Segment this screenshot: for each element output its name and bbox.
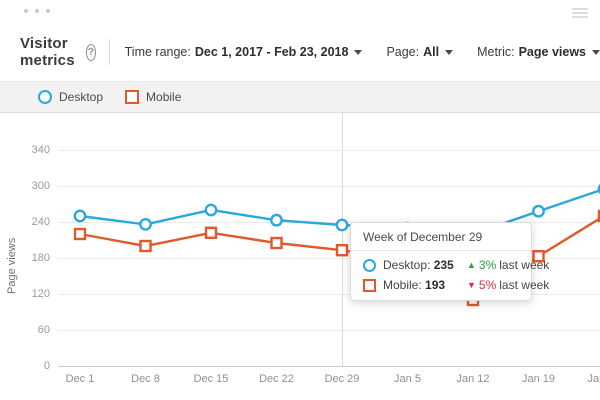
legend-label: Desktop	[59, 90, 104, 104]
page-title: Visitor metrics	[20, 35, 75, 69]
trend-up-icon: ▲	[467, 259, 476, 270]
data-point-mobile[interactable]	[270, 236, 283, 250]
tooltip-row: Mobile: 193 ▼ 5% last week	[363, 278, 549, 292]
chevron-down-icon	[592, 50, 600, 55]
data-point-desktop[interactable]	[270, 213, 283, 227]
data-point-desktop[interactable]	[73, 209, 87, 223]
filter-value: Page views	[518, 45, 586, 59]
y-tick-label: 300	[31, 180, 50, 192]
tooltip-square-icon	[363, 278, 376, 292]
desktop-circle-icon	[38, 90, 52, 104]
data-point-desktop[interactable]	[139, 217, 152, 231]
y-tick-label: 60	[37, 324, 50, 336]
filter-label: Page:	[386, 45, 420, 59]
hamburger-menu-icon[interactable]	[572, 8, 588, 18]
x-tick-label: Dec 1	[65, 373, 95, 385]
legend-label: Mobile	[146, 90, 182, 104]
chevron-down-icon	[354, 50, 363, 55]
time-range-dropdown[interactable]: Time range: Dec 1, 2017 - Feb 23, 2018	[125, 45, 363, 59]
chart-legend: Desktop Mobile	[0, 81, 600, 113]
dot-icon	[46, 9, 50, 13]
trend-period: last week	[499, 278, 550, 292]
tooltip-series-value: Mobile: 193	[383, 278, 446, 292]
trend-percent: 5%	[478, 278, 497, 292]
x-tick-label: Jan 19	[521, 373, 556, 385]
y-tick-label: 120	[31, 288, 50, 300]
header-divider	[109, 39, 110, 65]
filter-label: Metric:	[477, 45, 515, 59]
data-point-desktop[interactable]	[204, 203, 218, 217]
chart-tooltip: Week of December 29 Desktop: 235 ▲ 3% last …	[350, 222, 549, 301]
x-tick-label: Dec 15	[193, 373, 229, 385]
tooltip-trend: ▲ 3% last week	[467, 258, 549, 272]
y-tick-label: 0	[43, 360, 50, 372]
y-tick-label: 180	[31, 252, 50, 264]
filter-bar: Time range: Dec 1, 2017 - Feb 23, 2018 P…	[125, 45, 600, 59]
tooltip-trend: ▼ 5% last week	[467, 278, 549, 292]
x-tick-label: Dec 8	[131, 373, 160, 385]
tooltip-title: Week of December 29	[351, 223, 531, 251]
gridline	[58, 366, 600, 367]
gridline	[58, 330, 600, 331]
trend-down-icon: ▼	[467, 279, 476, 290]
x-tick-label: Dec 22	[259, 373, 294, 385]
data-point-mobile[interactable]	[204, 226, 218, 240]
filter-label: Time range:	[124, 45, 191, 59]
data-point-mobile[interactable]	[139, 239, 152, 253]
tooltip-circle-icon	[363, 258, 376, 272]
dot-icon	[35, 9, 39, 13]
tooltip-series-value: Desktop: 235	[383, 258, 454, 272]
x-tick-label: Jan 26	[587, 373, 600, 385]
y-tick-label: 240	[31, 216, 50, 228]
window-dots-icon	[24, 9, 50, 13]
x-tick-label: Jan 5	[394, 373, 421, 385]
x-tick-label: Jan 12	[456, 373, 490, 385]
gridline	[58, 150, 600, 151]
x-tick-label: Dec 29	[324, 373, 360, 385]
filter-value: Dec 1, 2017 - Feb 23, 2018	[194, 45, 349, 59]
gridline	[58, 186, 600, 187]
window-topbar	[0, 0, 600, 26]
data-point-mobile[interactable]	[73, 227, 87, 241]
help-icon[interactable]: ?	[85, 43, 97, 61]
legend-item-mobile[interactable]: Mobile	[125, 90, 181, 104]
chevron-down-icon	[445, 50, 454, 55]
tooltip-body: Desktop: 235 ▲ 3% last week Mobile: 193 ▼ 5% la…	[351, 251, 549, 300]
filter-value: All	[423, 45, 440, 59]
tooltip-row: Desktop: 235 ▲ 3% last week	[363, 258, 549, 272]
trend-percent: 3%	[478, 258, 497, 272]
trend-period: last week	[499, 258, 550, 272]
report-header: Visitor metrics ? Time range: Dec 1, 201…	[0, 30, 600, 74]
metric-dropdown[interactable]: Metric: Page views	[477, 45, 600, 59]
legend-item-desktop[interactable]: Desktop	[38, 90, 103, 104]
dot-icon	[24, 9, 28, 13]
data-point-desktop[interactable]	[532, 204, 545, 218]
y-tick-label: 340	[31, 144, 50, 156]
mobile-square-icon	[125, 90, 140, 104]
page-dropdown[interactable]: Page: All	[386, 45, 454, 59]
